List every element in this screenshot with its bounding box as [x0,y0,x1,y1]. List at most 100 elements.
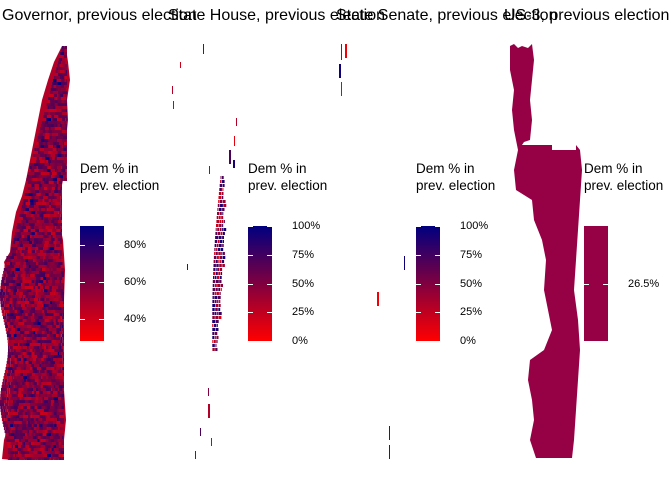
district-shape [3,289,6,292]
district-shape [53,286,59,289]
district-shape [28,382,32,385]
district-shape [54,397,59,400]
district-shape [45,394,48,397]
district-shape [49,133,53,136]
district-shape [37,406,42,409]
district-shape [6,256,8,259]
district-shape [7,337,9,340]
district-shape [9,322,14,325]
district-shape [220,288,222,291]
district-shape [50,154,56,157]
district-shape [51,358,54,361]
district-shape [61,259,64,262]
district-shape [39,346,43,349]
district-shape [213,256,217,259]
district-shape [34,349,36,352]
district-shape [5,259,8,262]
district-shape [22,346,27,349]
district-shape [222,256,226,259]
district-shape [42,166,48,169]
district-shape [31,211,36,214]
district-shape [63,46,65,49]
district-shape [48,397,53,400]
district-shape [63,154,65,157]
legend-title-line: prev. election [80,178,160,193]
district-shape [41,157,45,160]
district-shape [37,340,41,343]
district-shape [222,240,224,243]
district-shape [216,248,218,251]
district-shape [33,424,38,427]
district-shape [14,373,18,376]
district-shape [51,151,53,154]
district-shape [57,415,60,418]
district-shape [30,379,35,382]
district-shape [216,272,218,275]
district-shape [218,216,221,219]
district-shape [50,250,53,253]
district-shape [55,367,60,370]
district-shape [1,415,6,418]
district-shape [14,307,16,310]
district-shape [43,400,49,403]
district-shape [25,262,31,265]
district-shape [23,403,25,406]
district-shape [33,181,37,184]
district-shape [53,214,57,217]
district-shape [56,421,61,424]
district-shape [40,319,45,322]
district-shape [46,343,50,346]
district-shape [38,265,43,268]
district-shape [36,244,41,247]
district-shape [36,256,41,259]
district-shape [8,376,12,379]
district-shape [31,280,35,283]
district-shape [52,325,54,328]
district-shape [52,118,57,121]
district-shape [40,193,46,196]
district-shape [62,256,64,259]
district-shape [5,280,11,283]
district-shape [38,298,40,301]
district-shape [5,316,7,319]
district-shape [216,280,219,283]
district-shape [31,355,34,358]
district-shape [212,340,214,343]
district-shape [40,349,42,352]
district-shape [60,214,62,217]
legend-label: 26.5% [628,277,660,290]
district-shape [30,394,33,397]
district-shape [46,358,52,361]
district-shape [64,58,67,61]
district-shape [11,352,14,355]
district-shape [40,268,42,271]
district-shape [26,322,31,325]
district-shape [44,361,49,364]
district-shape [5,328,8,331]
district-shape [217,296,221,299]
district-shape [26,307,31,310]
district-shape [61,184,62,187]
district-shape [11,304,14,307]
district-shape [53,307,58,310]
district-shape [39,160,45,163]
district-shape [11,310,15,313]
district-shape [58,385,63,388]
district-shape [213,264,216,267]
district-shape [40,343,42,346]
district-shape [21,208,23,211]
district-shape [43,259,45,262]
district-shape [7,376,9,379]
district-shape [36,325,41,328]
district-shape [27,352,32,355]
district-shape [13,427,16,430]
district-shape [217,204,220,207]
district-shape [20,424,23,427]
district-shape [45,181,49,184]
district-shape [40,361,42,364]
district-shape [9,301,13,304]
district-shape [29,241,32,244]
district-shape [44,220,49,223]
district-shape [221,220,223,223]
district-shape [49,415,53,418]
